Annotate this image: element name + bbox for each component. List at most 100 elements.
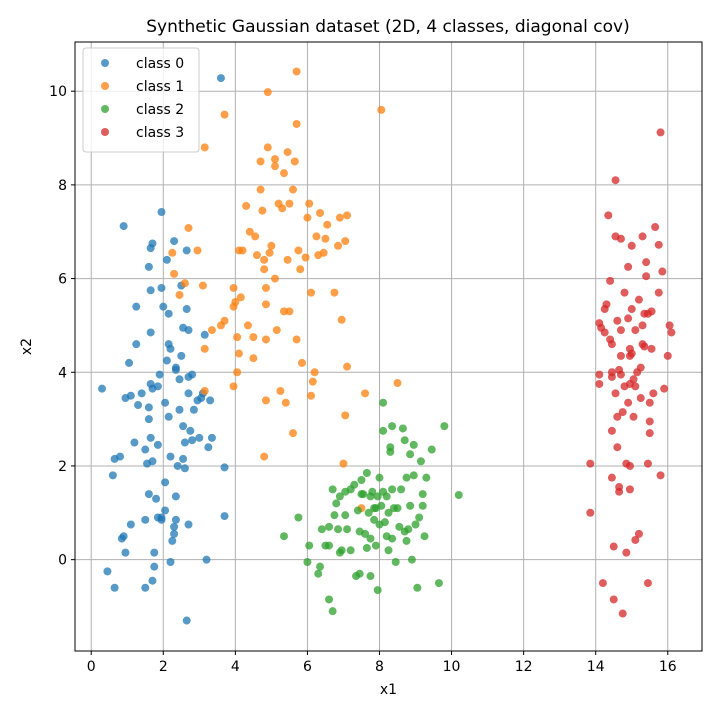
data-point	[595, 379, 604, 388]
data-point	[134, 401, 143, 410]
legend-label: class 0	[136, 56, 184, 72]
data-point	[631, 382, 640, 391]
data-point	[647, 344, 656, 353]
data-point	[180, 464, 189, 473]
data-point	[270, 155, 279, 164]
data-point	[654, 240, 663, 249]
data-point	[195, 433, 204, 442]
series-class-1	[168, 67, 402, 513]
data-point	[125, 358, 134, 367]
data-point	[234, 349, 243, 358]
data-point	[238, 246, 247, 255]
data-point	[649, 389, 658, 398]
data-point	[400, 436, 409, 445]
data-point	[624, 314, 633, 323]
data-point	[647, 307, 656, 316]
data-point	[600, 328, 609, 337]
data-point	[377, 105, 386, 114]
data-point	[334, 241, 343, 250]
data-point	[132, 302, 141, 311]
data-point	[289, 185, 298, 194]
data-point	[184, 520, 193, 529]
data-point	[263, 143, 272, 152]
data-point	[625, 461, 634, 470]
data-point	[609, 595, 618, 604]
data-point	[166, 557, 175, 566]
data-point	[379, 426, 388, 435]
data-point	[207, 326, 216, 335]
legend-label: class 3	[136, 125, 184, 141]
data-point	[638, 321, 647, 330]
data-point	[595, 370, 604, 379]
data-point	[166, 452, 175, 461]
y-tick-label: 8	[58, 178, 67, 194]
data-point	[263, 88, 272, 97]
data-point	[409, 440, 418, 449]
data-point	[598, 579, 607, 588]
data-point	[665, 321, 674, 330]
data-point	[186, 426, 195, 435]
data-point	[398, 424, 407, 433]
data-point	[380, 518, 389, 527]
data-point	[220, 110, 229, 119]
data-point	[285, 307, 294, 316]
legend: class 0 class 1 class 2 class 3	[82, 47, 200, 153]
data-point	[622, 548, 631, 557]
data-point	[144, 490, 153, 499]
data-point	[193, 246, 202, 255]
data-point	[643, 579, 652, 588]
data-point	[130, 438, 139, 447]
data-point	[341, 511, 350, 520]
plot-frame	[74, 41, 703, 652]
data-point	[337, 546, 346, 555]
data-point	[418, 490, 427, 499]
data-point	[280, 169, 288, 178]
data-point	[317, 525, 326, 534]
data-point	[645, 429, 654, 438]
data-point	[289, 429, 298, 438]
data-point	[388, 422, 397, 431]
data-point	[656, 471, 665, 480]
data-point	[132, 340, 141, 349]
data-point	[119, 222, 128, 231]
data-point	[409, 471, 418, 480]
data-point	[397, 485, 406, 494]
data-point	[337, 315, 346, 324]
x-tick-label: 16	[659, 659, 677, 675]
data-point	[170, 522, 179, 531]
data-point	[406, 450, 415, 459]
data-point	[276, 387, 285, 396]
data-point	[157, 283, 166, 292]
data-point	[422, 473, 431, 482]
data-point	[161, 398, 170, 407]
data-point	[330, 511, 339, 520]
y-tick-label: 2	[58, 459, 67, 475]
data-point	[604, 211, 613, 220]
data-point	[148, 239, 157, 248]
data-point	[615, 487, 624, 496]
data-point	[386, 447, 395, 456]
data-point	[152, 494, 161, 503]
data-point	[231, 297, 240, 306]
data-point	[216, 74, 225, 83]
data-point	[362, 468, 371, 477]
data-point	[177, 351, 186, 360]
data-point	[161, 478, 170, 487]
data-point	[341, 237, 350, 246]
data-point	[141, 445, 150, 454]
data-point	[261, 300, 270, 309]
data-point	[182, 305, 191, 314]
data-point	[258, 206, 267, 215]
data-point	[116, 452, 125, 461]
data-point	[366, 534, 375, 543]
data-point	[206, 396, 215, 405]
data-point	[361, 529, 370, 538]
data-point	[618, 609, 627, 618]
data-point	[164, 309, 173, 318]
data-point	[382, 492, 391, 501]
data-point	[418, 501, 427, 510]
data-point	[220, 316, 229, 325]
data-point	[339, 459, 348, 468]
data-point	[144, 262, 153, 271]
